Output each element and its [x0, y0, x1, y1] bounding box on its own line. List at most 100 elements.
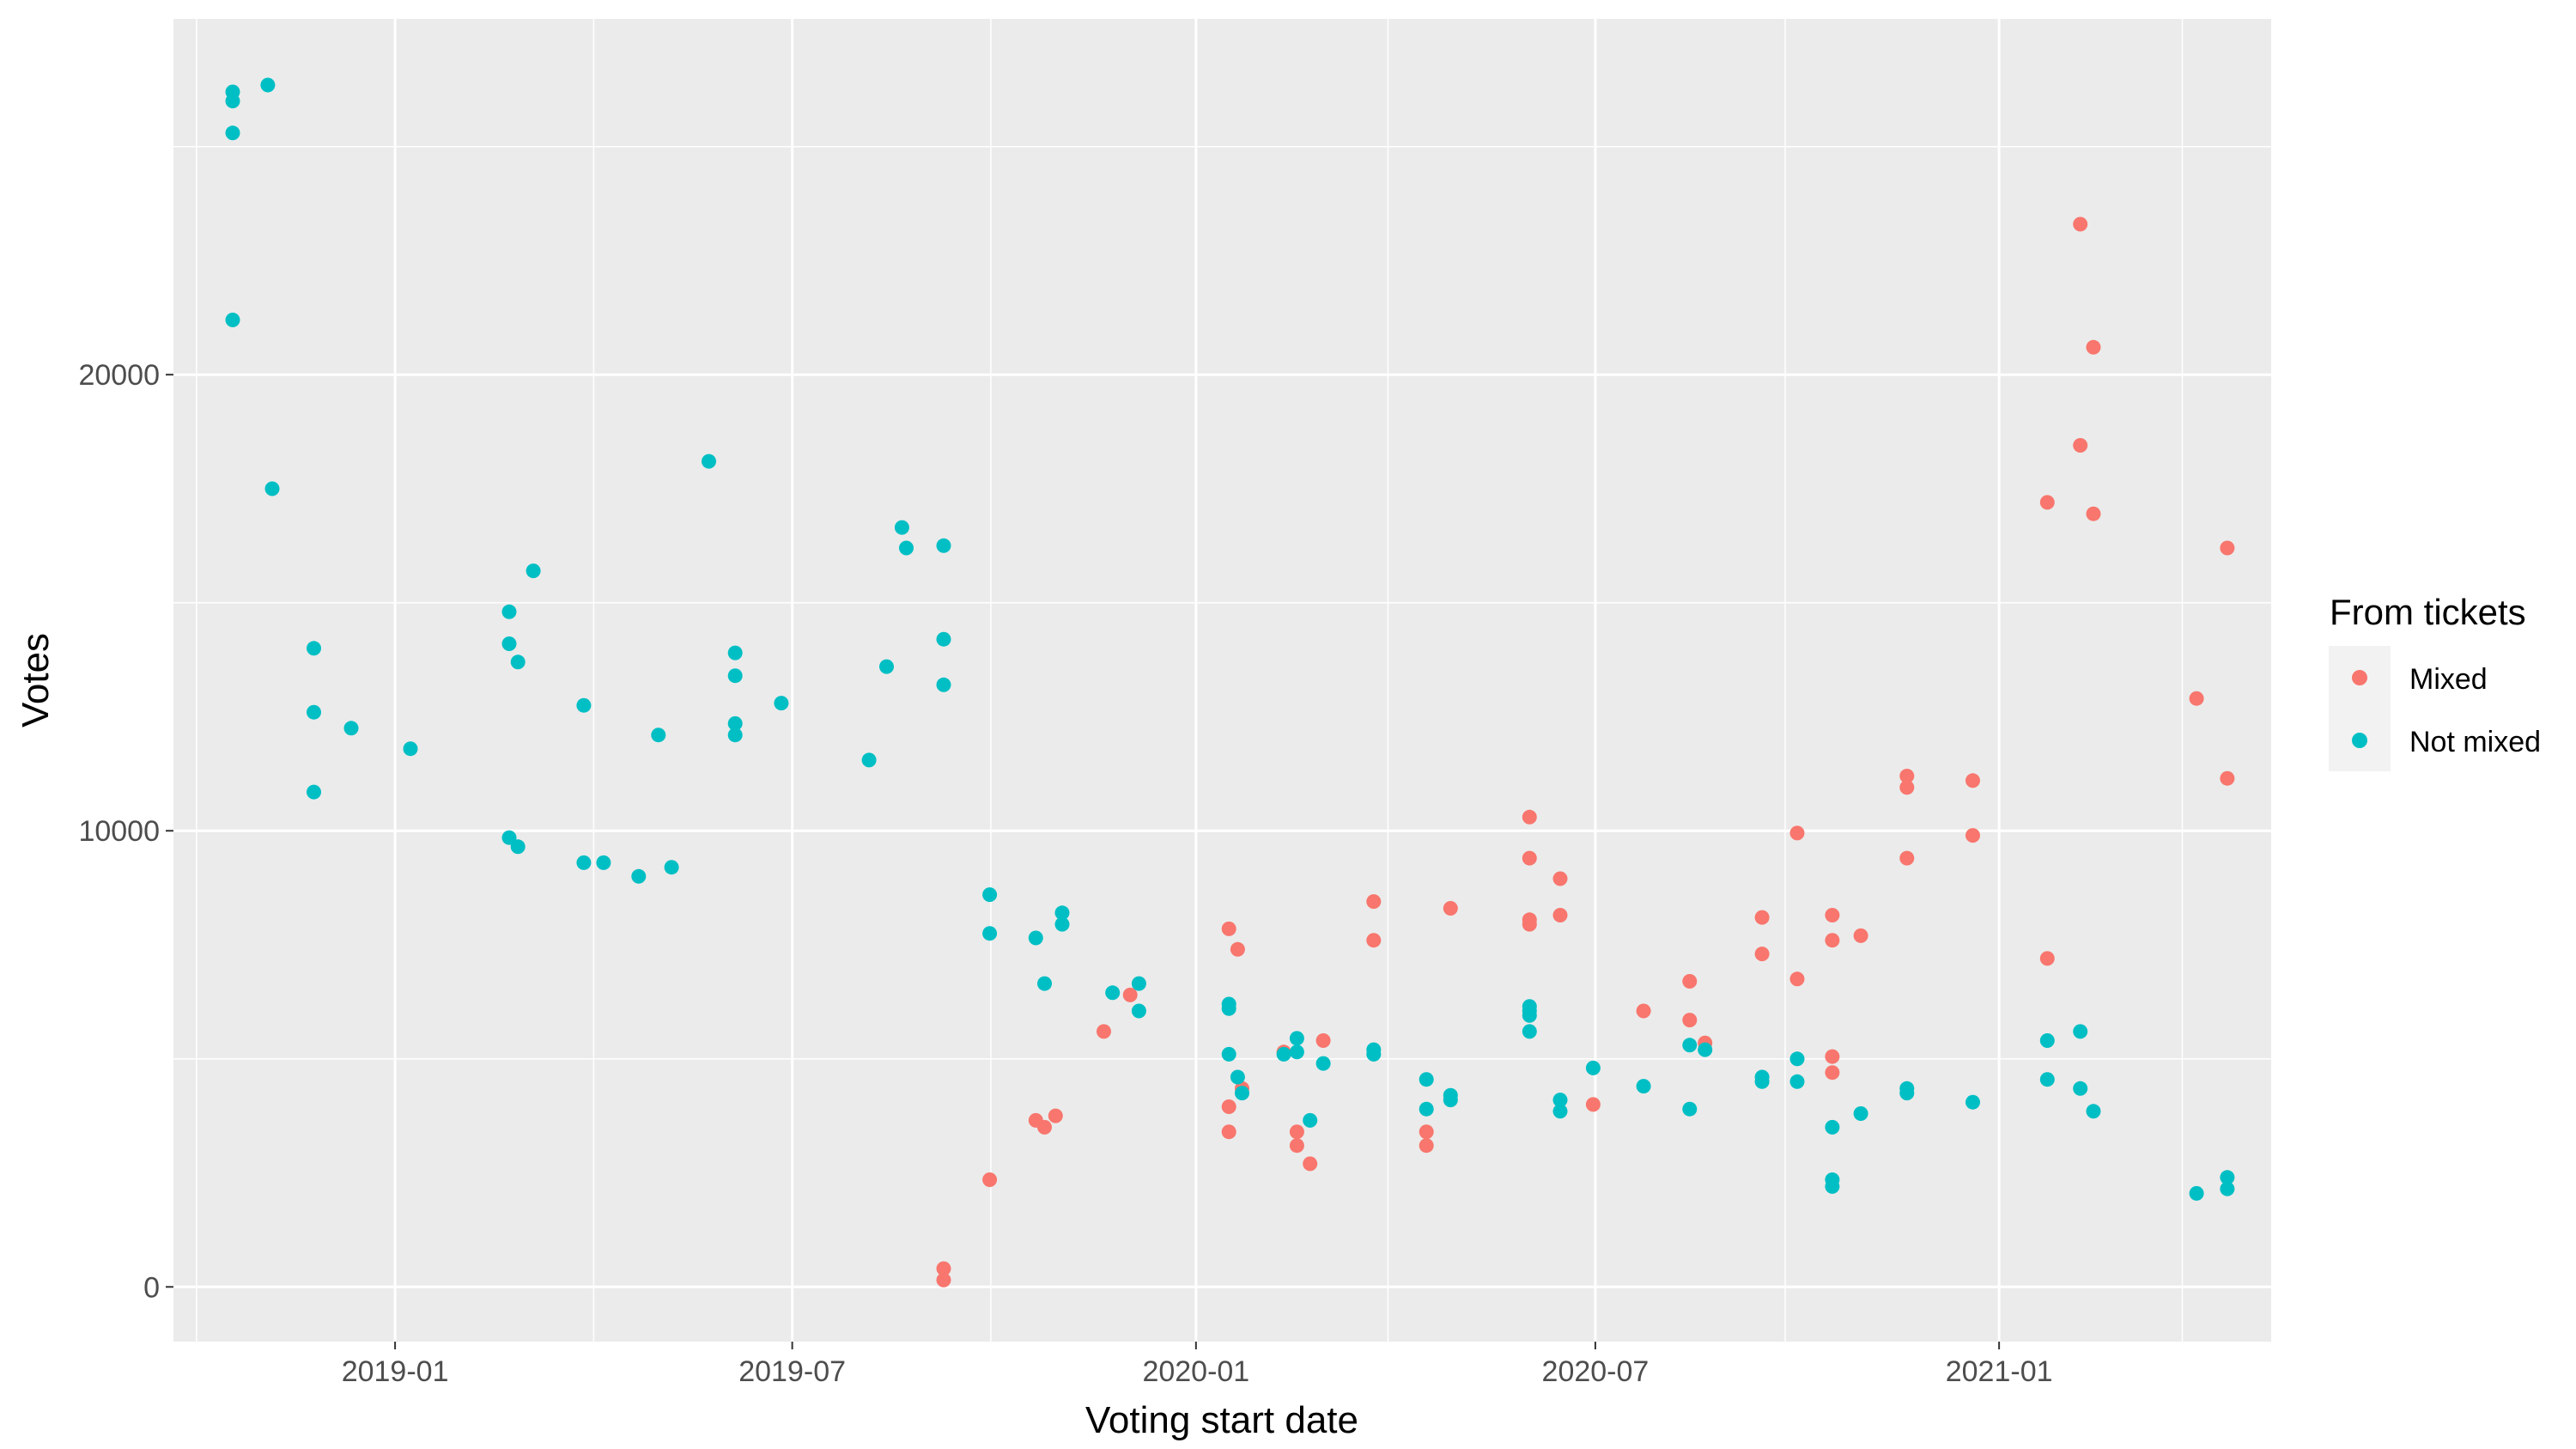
point-not-mixed [576, 855, 592, 870]
point-not-mixed [307, 641, 321, 656]
point-not-mixed [1276, 1046, 1291, 1062]
point-mixed [1552, 871, 1568, 886]
point-not-mixed [264, 481, 280, 496]
point-mixed [936, 1261, 951, 1276]
point-not-mixed [501, 604, 517, 619]
point-mixed [1682, 974, 1698, 989]
point-not-mixed [1366, 1046, 1382, 1062]
point-mixed [2086, 506, 2101, 521]
point-not-mixed [1965, 1094, 1980, 1110]
point-mixed [1419, 1124, 1434, 1140]
point-not-mixed [1419, 1072, 1434, 1087]
point-mixed [1682, 1013, 1698, 1028]
point-not-mixed [1315, 1056, 1331, 1071]
point-not-mixed [982, 926, 998, 941]
point-not-mixed [510, 654, 526, 670]
legend-key-background [2329, 646, 2391, 771]
point-mixed [1315, 1033, 1331, 1048]
point-not-mixed [1552, 1104, 1568, 1119]
point-mixed [1366, 933, 1382, 948]
point-mixed [1221, 1124, 1236, 1140]
point-not-mixed [1552, 1093, 1568, 1108]
point-not-mixed [1221, 1046, 1236, 1062]
point-not-mixed [1289, 1044, 1304, 1060]
point-not-mixed [1037, 976, 1052, 991]
point-mixed [936, 1272, 951, 1288]
point-not-mixed [861, 752, 877, 768]
data-points [225, 77, 2235, 1288]
point-not-mixed [1682, 1038, 1698, 1053]
point-mixed [1221, 1099, 1236, 1114]
point-not-mixed [596, 855, 611, 870]
point-mixed [1965, 773, 1980, 788]
x-axis-title: Voting start date [1085, 1399, 1358, 1441]
point-mixed [982, 1172, 998, 1187]
y-tick-label: 20000 [78, 359, 160, 392]
axes: 0 10000 20000 2019-01 2019-07 2020-01 2020-07 2… [78, 359, 2052, 1388]
x-tick-label: 2021-01 [1946, 1355, 2053, 1388]
point-not-mixed [2073, 1081, 2088, 1096]
point-mixed [1303, 1156, 1318, 1172]
point-not-mixed [1899, 1086, 1915, 1101]
point-not-mixed [1698, 1042, 1713, 1057]
point-mixed [1789, 971, 1805, 987]
point-not-mixed [894, 520, 909, 535]
point-not-mixed [225, 313, 240, 327]
point-mixed [2039, 951, 2055, 966]
point-mixed [1899, 780, 1915, 795]
point-not-mixed [1230, 1069, 1245, 1085]
point-mixed [2086, 339, 2101, 355]
point-mixed [1289, 1124, 1304, 1140]
point-not-mixed [2073, 1024, 2088, 1039]
point-mixed [1899, 769, 1915, 783]
point-not-mixed [899, 540, 914, 556]
point-not-mixed [727, 715, 743, 731]
point-not-mixed [1443, 1093, 1458, 1108]
point-mixed [1289, 1138, 1304, 1154]
point-mixed [1522, 850, 1537, 866]
point-not-mixed [1825, 1119, 1840, 1135]
legend: From tickets Mixed Not mixed [2329, 592, 2541, 771]
point-not-mixed [1789, 1051, 1805, 1067]
x-tick-label: 2020-07 [1542, 1355, 1649, 1388]
y-tick-label: 0 [143, 1271, 160, 1304]
point-not-mixed [727, 668, 743, 684]
point-not-mixed [936, 631, 951, 647]
point-mixed [1789, 825, 1805, 841]
x-tick-label: 2020-01 [1142, 1355, 1249, 1388]
point-mixed [1221, 921, 1236, 936]
point-not-mixed [501, 636, 517, 651]
point-not-mixed [1289, 1031, 1304, 1046]
legend-title: From tickets [2330, 592, 2526, 632]
point-mixed [1419, 1138, 1434, 1154]
point-mixed [1048, 1108, 1063, 1123]
point-not-mixed [1522, 1024, 1537, 1039]
legend-key-not-mixed [2352, 733, 2367, 748]
point-not-mixed [1235, 1086, 1249, 1101]
point-mixed [2073, 216, 2088, 232]
point-not-mixed [727, 728, 743, 743]
point-not-mixed [1853, 1106, 1868, 1121]
point-mixed [1853, 928, 1868, 943]
point-not-mixed [774, 696, 789, 711]
point-not-mixed [2220, 1181, 2235, 1196]
point-not-mixed [343, 721, 359, 736]
point-mixed [1825, 908, 1840, 922]
point-not-mixed [1028, 930, 1043, 946]
point-mixed [1899, 850, 1915, 866]
point-not-mixed [307, 704, 321, 720]
point-not-mixed [501, 830, 517, 845]
x-tick-label: 2019-07 [738, 1355, 846, 1388]
point-not-mixed [2086, 1104, 2101, 1119]
point-not-mixed [1754, 1074, 1770, 1089]
point-not-mixed [1419, 1101, 1434, 1117]
point-not-mixed [2039, 1033, 2055, 1048]
point-not-mixed [1105, 985, 1121, 1001]
legend-key-mixed [2352, 670, 2367, 685]
point-not-mixed [1221, 1001, 1236, 1016]
point-not-mixed [1682, 1101, 1698, 1117]
point-mixed [1754, 947, 1770, 962]
point-not-mixed [651, 728, 666, 743]
point-mixed [2220, 540, 2235, 556]
point-mixed [2189, 691, 2204, 706]
